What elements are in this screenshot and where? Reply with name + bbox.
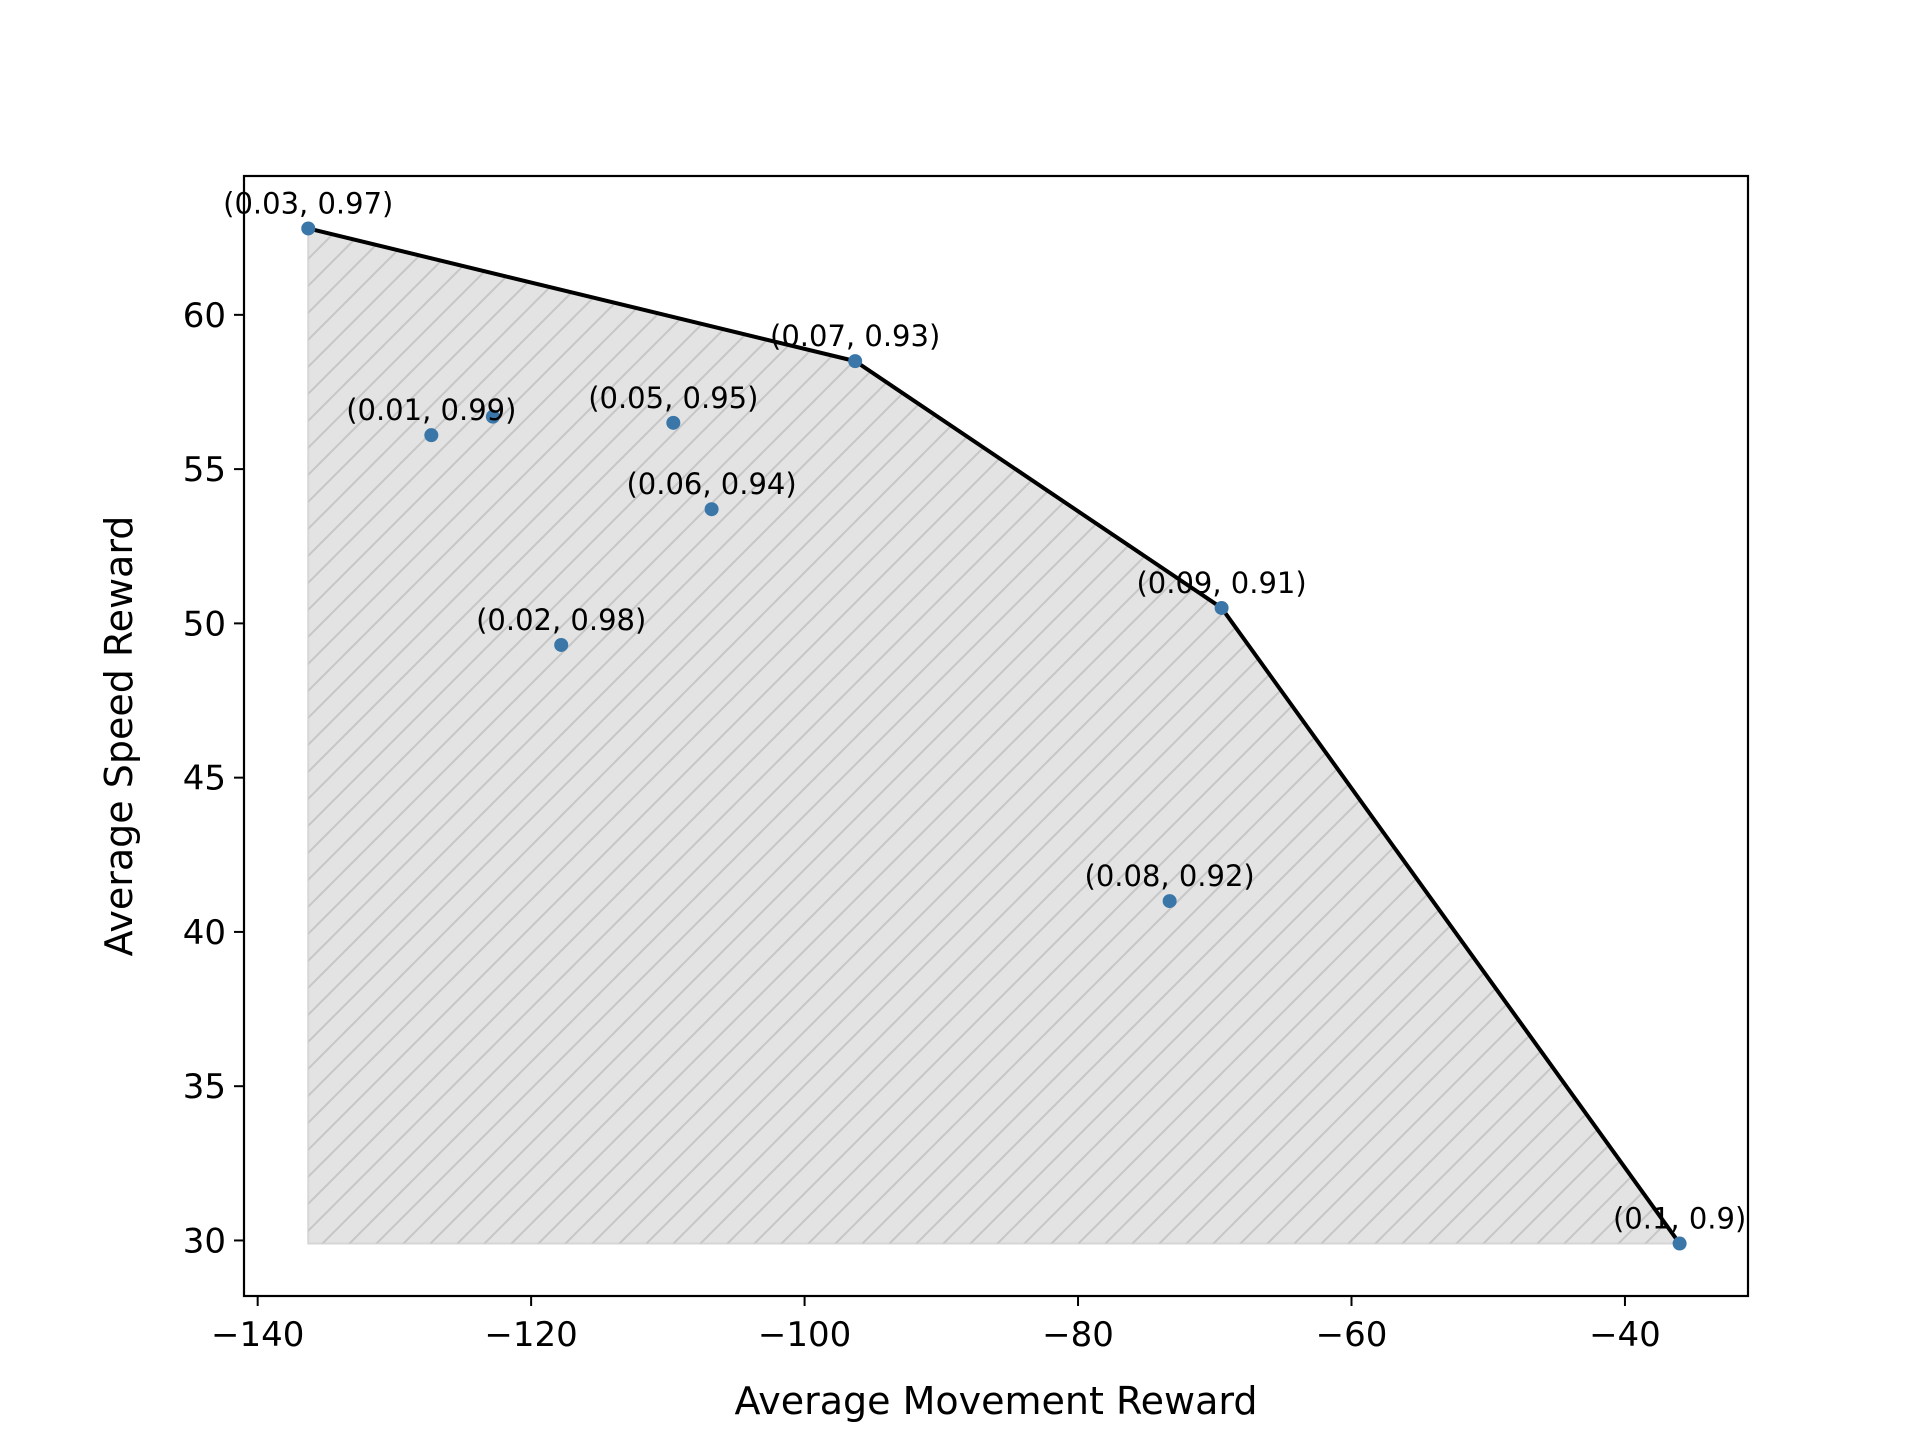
- pareto-frontier-line: [307, 226, 1682, 1245]
- plot-frame: [242, 174, 1750, 1298]
- data-point-6: [848, 354, 863, 369]
- data-point-8: [1214, 600, 1229, 615]
- data-point-5: [704, 502, 719, 517]
- frontier-polyline: [307, 226, 1682, 1245]
- y-axis-label: Average Speed Reward: [97, 516, 141, 957]
- x-tick-label: −120: [484, 1315, 577, 1355]
- point-label-7: (0.08, 0.92): [1085, 859, 1255, 893]
- data-point-1: [424, 428, 439, 443]
- x-tick-label: −80: [1042, 1315, 1114, 1355]
- point-labels: (0.03, 0.97) (0.01, 0.99) (0.02, 0.98) (0.0…: [223, 186, 1746, 1235]
- data-points: [301, 221, 1687, 1251]
- y-tick-label: 40: [183, 913, 226, 953]
- data-point-9: [1672, 1236, 1687, 1251]
- y-tick-label: 45: [183, 759, 226, 799]
- point-label-3: (0.02, 0.98): [476, 603, 646, 637]
- x-axis-ticks: −140 −120 −100 −80 −60 −40: [211, 1296, 1661, 1355]
- x-tick-label: −40: [1589, 1315, 1661, 1355]
- data-point-4: [666, 415, 681, 430]
- data-point-7: [1162, 894, 1177, 909]
- x-tick-label: −140: [211, 1315, 304, 1355]
- point-label-4: (0.05, 0.95): [588, 381, 758, 415]
- y-tick-label: 55: [183, 450, 226, 490]
- y-tick-label: 35: [183, 1067, 226, 1107]
- y-tick-label: 50: [183, 604, 226, 644]
- point-label-8: (0.09, 0.91): [1136, 566, 1306, 600]
- point-label-9: (0.1, 0.9): [1613, 1202, 1746, 1236]
- point-label-1: (0.01, 0.99): [346, 393, 516, 427]
- y-tick-label: 30: [183, 1221, 226, 1261]
- data-point-3: [554, 637, 569, 652]
- data-point-0: [301, 221, 316, 236]
- point-label-5: (0.06, 0.94): [626, 467, 796, 501]
- x-tick-label: −100: [758, 1315, 851, 1355]
- y-tick-label: 60: [183, 296, 226, 336]
- x-axis-label: Average Movement Reward: [734, 1379, 1257, 1423]
- data-point-2: [485, 409, 500, 424]
- point-label-6: (0.07, 0.93): [770, 319, 940, 353]
- y-axis-ticks: 30 35 40 45 50 55 60: [183, 296, 244, 1261]
- x-tick-label: −60: [1316, 1315, 1388, 1355]
- point-label-0: (0.03, 0.97): [223, 186, 393, 220]
- dominated-region: [307, 227, 1682, 1245]
- dominated-region-hatch: [308, 228, 1680, 1244]
